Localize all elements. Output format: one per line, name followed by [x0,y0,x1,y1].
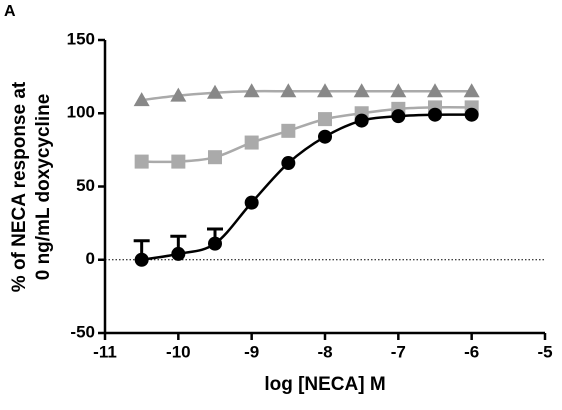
point [464,107,479,122]
curve [141,113,472,261]
panel-label: A [4,3,16,20]
point [391,109,406,124]
point [281,123,296,138]
y-tick-label: 100 [67,103,95,122]
x-tick-label: -8 [317,342,332,361]
point [427,83,443,98]
curve [141,106,472,164]
point [171,154,186,169]
point [207,84,223,99]
x-tick-label: -6 [464,342,479,361]
point [208,236,222,251]
point [280,83,297,98]
point [171,246,186,261]
point [134,154,149,169]
y-axis-title: % of NECA response at [9,81,30,292]
y-tick-label: 50 [76,176,95,195]
point [428,107,442,122]
y-tick-label: 150 [67,29,95,48]
x-tick-label: -10 [166,342,191,361]
curve [141,89,472,102]
point [244,135,259,150]
point [208,150,222,165]
x-axis-title: log [NECA] M [264,374,385,395]
point [134,252,149,267]
x-tick-label: -5 [537,342,552,361]
x-tick-label: -7 [391,342,406,361]
point [390,83,407,98]
point [318,112,332,127]
point [243,83,260,98]
point [317,83,333,98]
point [281,156,296,171]
y-tick-label: -50 [70,322,95,341]
point [244,195,259,210]
point [354,113,369,128]
point [353,83,370,98]
y-tick-label: 0 [86,249,95,268]
x-tick-label: -11 [93,342,117,361]
x-tick-label: -9 [244,342,259,361]
point [318,129,332,144]
point [133,92,150,107]
point [170,87,187,102]
y-axis-title: 0 ng/mL doxycycline [33,94,54,281]
point [463,83,480,98]
